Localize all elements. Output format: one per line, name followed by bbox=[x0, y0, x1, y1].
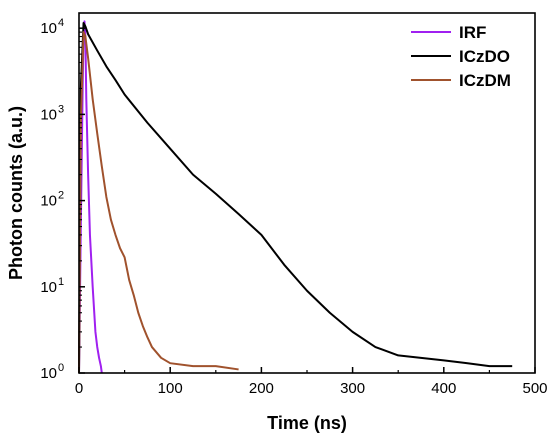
plot-frame bbox=[78, 12, 536, 374]
y-tick-exponent: 2 bbox=[58, 190, 64, 202]
x-tick-label: 100 bbox=[158, 380, 183, 397]
plot-series bbox=[78, 20, 513, 374]
legend-label-irf: IRF bbox=[459, 23, 486, 42]
legend-label-iczdo: ICzDO bbox=[459, 47, 510, 66]
y-tick-exponent: 0 bbox=[58, 362, 64, 374]
x-tick-label: 300 bbox=[340, 380, 365, 397]
y-tick-exponent: 4 bbox=[58, 17, 64, 29]
y-tick-label: 10 bbox=[40, 193, 57, 210]
y-tick-exponent: 1 bbox=[58, 276, 64, 288]
y-tick-label: 10 bbox=[40, 106, 57, 123]
y-tick-exponent: 3 bbox=[58, 103, 64, 115]
x-tick-label: 200 bbox=[249, 380, 274, 397]
series-line-iczdo bbox=[78, 21, 513, 374]
series-line-iczdm bbox=[78, 31, 239, 374]
y-axis-title: Photon counts (a.u.) bbox=[6, 106, 26, 280]
y-tick-label: 10 bbox=[40, 20, 57, 37]
legend-label-iczdm: ICzDM bbox=[459, 71, 511, 90]
y-tick-label: 10 bbox=[40, 365, 57, 382]
x-tick-label: 400 bbox=[431, 380, 456, 397]
x-axis-title: Time (ns) bbox=[267, 413, 347, 433]
legend: IRF ICzDO ICzDM bbox=[411, 23, 511, 90]
y-tick-label: 10 bbox=[40, 279, 57, 296]
x-tick-label: 0 bbox=[75, 380, 83, 397]
x-tick-label: 500 bbox=[522, 380, 547, 397]
